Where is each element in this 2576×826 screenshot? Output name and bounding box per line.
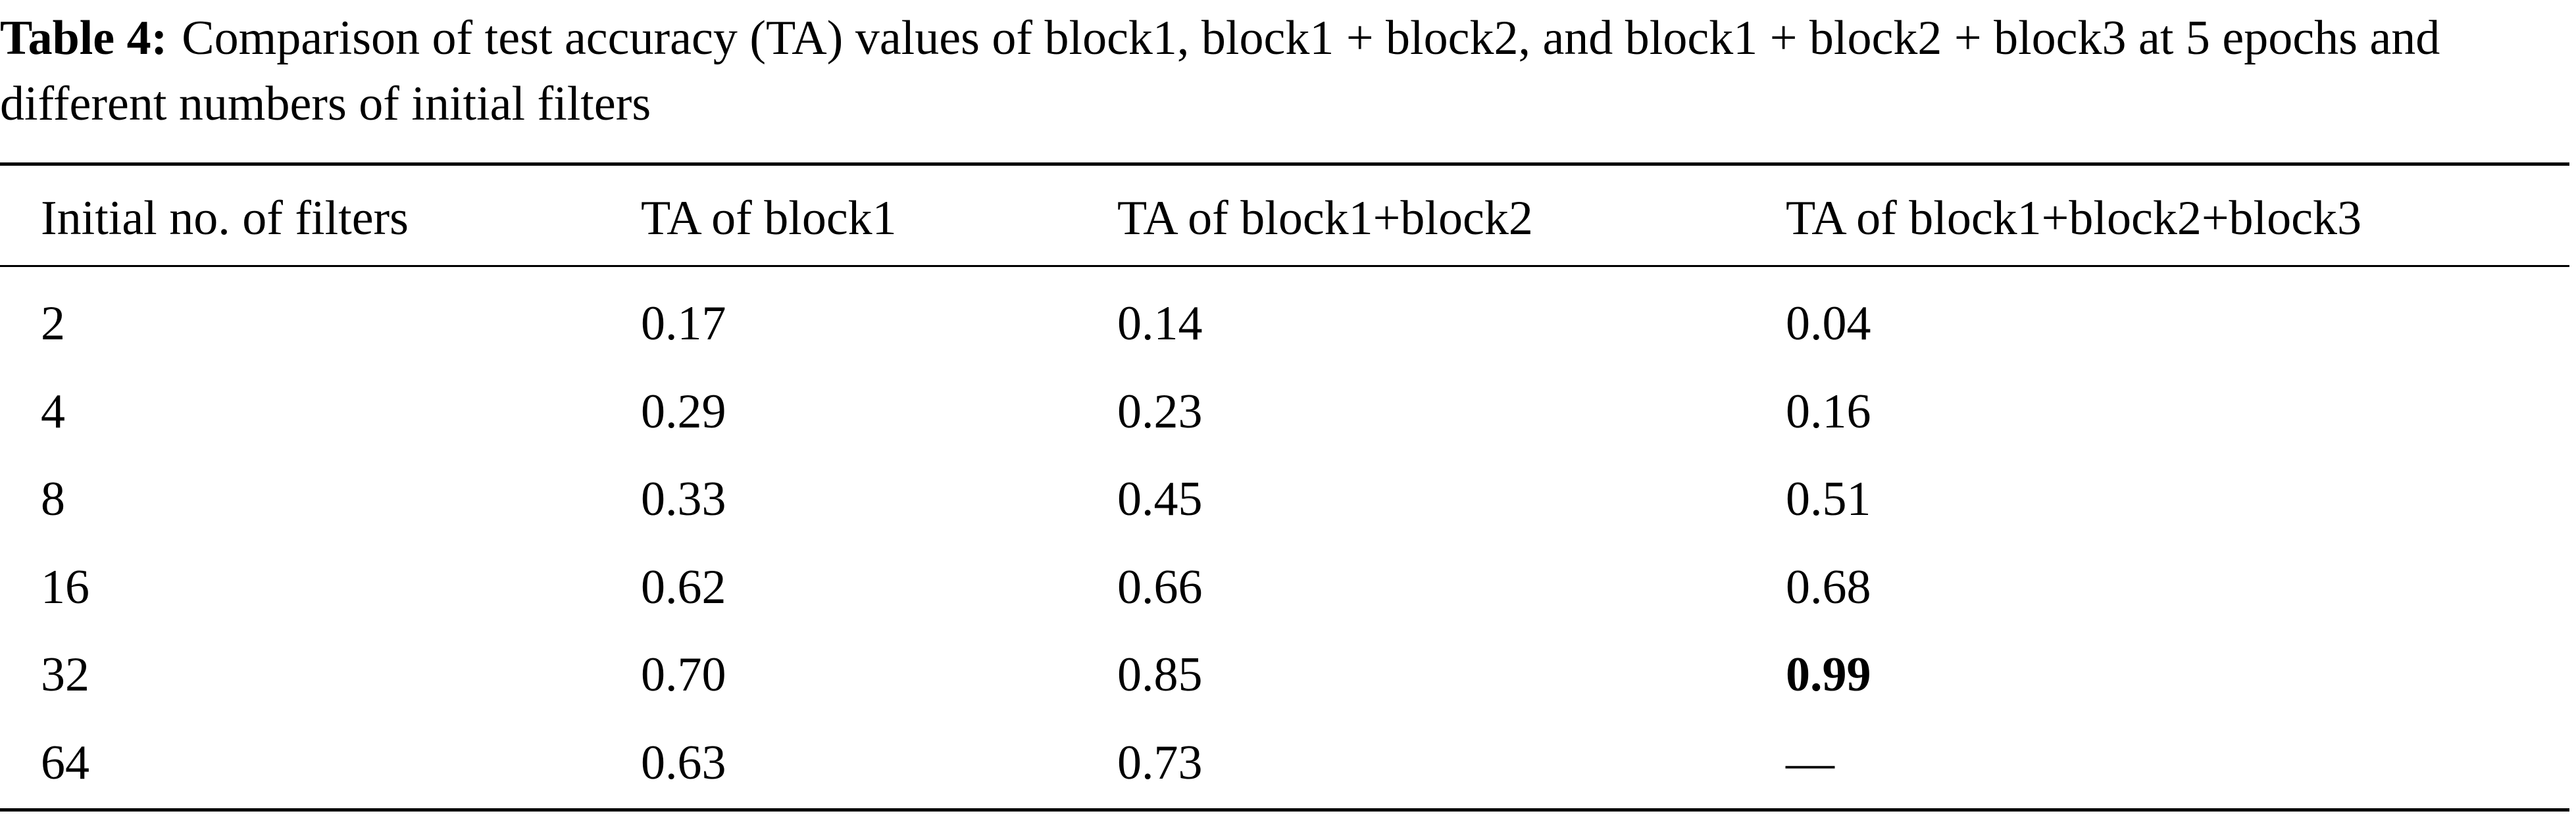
table-cell: 64 [41,735,89,790]
table-cell: 16 [41,560,89,614]
table-cell: 32 [41,648,89,702]
table-cell: 0.29 [641,384,726,439]
table-cell: 8 [41,472,65,526]
header-cell: TA of block1+block2 [1117,191,1533,245]
table-cell: 0.17 [641,297,726,351]
table-cell: 0.23 [1117,384,1203,439]
table-cell: 0.68 [1786,560,1871,614]
header-rule [0,265,2569,267]
header-cell: Initial no. of filters [41,191,409,245]
table-cell: 2 [41,297,65,351]
table-cell: 0.51 [1786,472,1871,526]
caption-label: Table 4: [0,11,168,65]
table-cell: — [1786,735,1834,790]
table-cell: 4 [41,384,65,439]
top-rule [0,162,2569,166]
header-cell: TA of block1 [641,191,897,245]
header-cell: TA of block1+block2+block3 [1786,191,2361,245]
table-cell: 0.62 [641,560,726,614]
table-cell: 0.04 [1786,297,1871,351]
table-caption: Table 4: Comparison of test accuracy (TA)… [0,5,2569,137]
table-cell: 0.16 [1786,384,1871,439]
table-cell: 0.70 [641,648,726,702]
table-cell: 0.45 [1117,472,1203,526]
table-cell: 0.85 [1117,648,1203,702]
caption-text: Comparison of test accuracy (TA) values … [0,11,2440,131]
table-cell: 0.66 [1117,560,1203,614]
table-cell: 0.33 [641,472,726,526]
table-cell: 0.14 [1117,297,1203,351]
table-cell: 0.99 [1786,648,1871,702]
bottom-rule [0,808,2569,812]
table-cell: 0.73 [1117,735,1203,790]
table-cell: 0.63 [641,735,726,790]
